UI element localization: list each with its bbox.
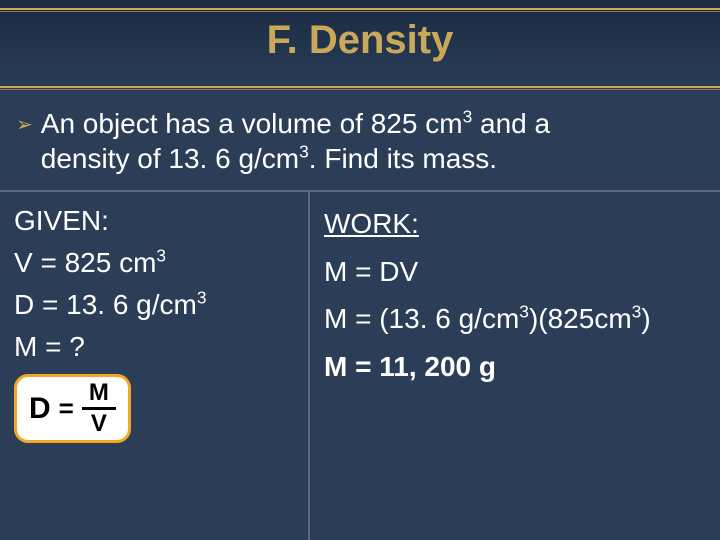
given-d: D = 13. 6 g/cm3 [14, 284, 298, 326]
formula-denominator: V [91, 412, 107, 436]
problem-line2-sup: 3 [299, 142, 309, 162]
problem-line2b: . Find its mass. [309, 143, 497, 174]
given-v-sup: 3 [156, 246, 166, 266]
columns: GIVEN: V = 825 cm3 D = 13. 6 g/cm3 M = ?… [0, 190, 720, 540]
formula-D: D [29, 386, 51, 431]
formula-numerator: M [89, 381, 109, 405]
work-step1: M = DV [324, 248, 710, 296]
formula-fraction: M V [82, 381, 116, 436]
problem-statement: ➢ An object has a volume of 825 cm3 and … [0, 100, 720, 186]
given-m: M = ? [14, 326, 298, 368]
rule-top [0, 8, 720, 10]
problem-line2a: density of 13. 6 g/cm [41, 143, 299, 174]
work-step2c: ) [641, 303, 650, 334]
given-v: V = 825 cm3 [14, 242, 298, 284]
problem-line1b: and a [472, 108, 550, 139]
formula-equals: = [59, 389, 74, 428]
rule-bottom [0, 86, 720, 88]
work-step2b: )(825cm [529, 303, 632, 334]
content-area: ➢ An object has a volume of 825 cm3 and … [0, 100, 720, 540]
problem-line1a: An object has a volume of 825 cm [41, 108, 463, 139]
problem-text: An object has a volume of 825 cm3 and a … [41, 106, 550, 176]
given-heading: GIVEN: [14, 200, 298, 242]
density-formula: D = M V [14, 374, 131, 443]
work-result: M = 11, 200 g [324, 343, 710, 391]
work-column: WORK: M = DV M = (13. 6 g/cm3)(825cm3) M… [310, 190, 720, 540]
slide-title: F. Density [0, 18, 720, 63]
title-band: F. Density [0, 0, 720, 90]
given-column: GIVEN: V = 825 cm3 D = 13. 6 g/cm3 M = ?… [0, 190, 310, 540]
given-v-text: V = 825 cm [14, 247, 156, 278]
work-step2-sup2: 3 [632, 302, 642, 322]
work-step2: M = (13. 6 g/cm3)(825cm3) [324, 295, 710, 343]
problem-line1-sup: 3 [463, 107, 473, 127]
given-d-sup: 3 [197, 288, 207, 308]
work-heading: WORK: [324, 200, 710, 248]
work-step2-sup1: 3 [519, 302, 529, 322]
work-step2a: M = (13. 6 g/cm [324, 303, 519, 334]
bullet-icon: ➢ [16, 112, 33, 137]
given-d-text: D = 13. 6 g/cm [14, 289, 197, 320]
